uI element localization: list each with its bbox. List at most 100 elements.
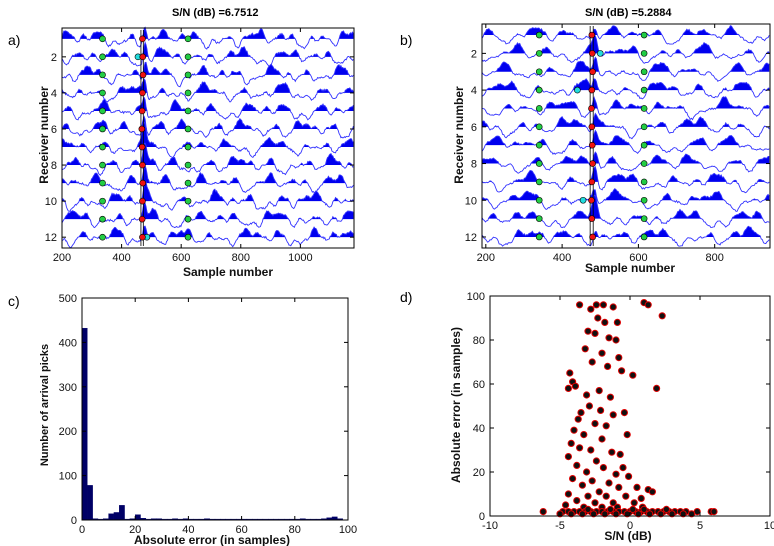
axis-ytick-label: 300 xyxy=(59,382,77,394)
trace-fill xyxy=(482,96,770,109)
panel-a-label: a) xyxy=(8,32,20,48)
green-pick xyxy=(640,196,648,204)
green-pick xyxy=(99,89,106,97)
axis-ytick-label: 6 xyxy=(471,122,477,134)
green-pick xyxy=(535,196,543,204)
green-pick xyxy=(184,179,192,187)
axis-xtick-label: 5 xyxy=(697,520,703,532)
scatter-point xyxy=(598,349,606,357)
scatter-point xyxy=(613,318,622,326)
scatter-point xyxy=(562,501,570,509)
scatter-point xyxy=(625,472,633,480)
axis-xtick-label: -10 xyxy=(482,520,498,532)
green-pick xyxy=(535,178,543,186)
scatter-point xyxy=(640,505,648,513)
axis-ytick-label: 6 xyxy=(51,124,57,136)
trace-line xyxy=(481,25,770,45)
scatter-point xyxy=(598,435,606,443)
green-pick xyxy=(99,215,106,223)
scatter-point xyxy=(581,345,589,353)
trace-line xyxy=(61,26,354,50)
axis-xtick-label: 100 xyxy=(339,524,357,536)
red-pick xyxy=(138,107,146,115)
green-pick xyxy=(184,215,192,223)
panel-b-plot: 200 400 600 800 2 4 6 8 10 12 xyxy=(465,23,771,264)
trace-fill xyxy=(482,226,770,237)
scatter-point xyxy=(539,508,547,516)
histogram-bar xyxy=(108,513,115,521)
scatter-point xyxy=(570,426,578,434)
green-pick xyxy=(640,160,648,167)
panel-a-ylabel: Receiver number xyxy=(37,86,51,184)
scatter-point xyxy=(658,312,666,320)
axis-xtick-label: -5 xyxy=(555,520,565,532)
scatter-point xyxy=(578,481,587,489)
histogram-bar xyxy=(87,485,93,521)
red-pick xyxy=(139,35,146,43)
scatter-point xyxy=(564,384,573,392)
scatter-point xyxy=(566,369,574,377)
trace-fill xyxy=(482,113,770,127)
panel-a-xlabel: Sample number xyxy=(183,265,273,279)
green-pick xyxy=(184,143,192,151)
green-pick xyxy=(99,179,106,187)
panel-d-xlabel: S/N (dB) xyxy=(604,529,651,543)
red-pick xyxy=(139,233,146,241)
green-pick xyxy=(535,123,543,131)
scatter-point xyxy=(605,334,613,342)
scatter-point xyxy=(615,354,623,362)
red-pick xyxy=(139,161,146,169)
green-pick xyxy=(640,105,648,112)
scatter-point xyxy=(633,483,641,491)
trace-line xyxy=(481,129,770,155)
panel-c-ylabel: Number of arrival picks xyxy=(39,344,51,466)
axis-xtick-label: 20 xyxy=(129,524,141,536)
axis-ytick-label: 0 xyxy=(479,511,485,523)
histogram-bar xyxy=(134,514,141,521)
axis-xtick-label: 10 xyxy=(764,520,774,532)
trace-fill xyxy=(62,202,354,220)
green-pick xyxy=(99,53,106,61)
trace-fill xyxy=(482,25,770,36)
axis-ytick-label: 2 xyxy=(51,52,57,64)
axis-xtick-label: 1000 xyxy=(288,252,312,264)
scatter-point xyxy=(630,499,638,507)
scatter-point xyxy=(612,470,620,478)
scatter-point xyxy=(591,420,599,428)
scatter-point xyxy=(688,510,696,518)
red-pick xyxy=(588,86,596,94)
panel-b-label: b) xyxy=(400,32,412,48)
panel-d-label: d) xyxy=(400,289,412,305)
trace-line xyxy=(481,151,770,174)
green-pick xyxy=(535,68,543,76)
scatter-point xyxy=(583,391,591,399)
panel-b-xlabel: Sample number xyxy=(585,261,675,275)
scatter-point xyxy=(573,461,581,469)
axis-ytick-label: 80 xyxy=(473,335,485,347)
axis-ytick-label: 10 xyxy=(465,195,477,207)
panel-c-xlabel: Absolute error (in samples) xyxy=(134,533,290,546)
trace-fill xyxy=(62,62,354,75)
axis-ytick-label: 200 xyxy=(59,426,77,438)
scatter-point xyxy=(619,464,627,472)
scatter-point xyxy=(601,318,609,326)
green-pick xyxy=(535,215,543,222)
trace-fill xyxy=(482,78,770,91)
trace-fill xyxy=(482,35,770,54)
green-pick xyxy=(184,71,192,79)
trace-line xyxy=(61,121,354,159)
green-pick xyxy=(640,178,648,186)
histogram-bar xyxy=(113,512,120,521)
trace-line xyxy=(481,56,770,82)
green-pick xyxy=(640,123,648,131)
green-pick xyxy=(99,35,106,43)
scatter-point xyxy=(574,415,582,423)
scatter-point xyxy=(602,492,610,500)
scatter-point xyxy=(612,510,620,518)
trace-line xyxy=(61,78,354,103)
cyan-pick xyxy=(574,86,581,94)
trace-fill xyxy=(62,27,354,39)
panel-d: d) S/N (dB) Absolute error (in samples) … xyxy=(400,289,774,543)
green-pick xyxy=(99,143,106,151)
green-pick xyxy=(184,89,192,97)
